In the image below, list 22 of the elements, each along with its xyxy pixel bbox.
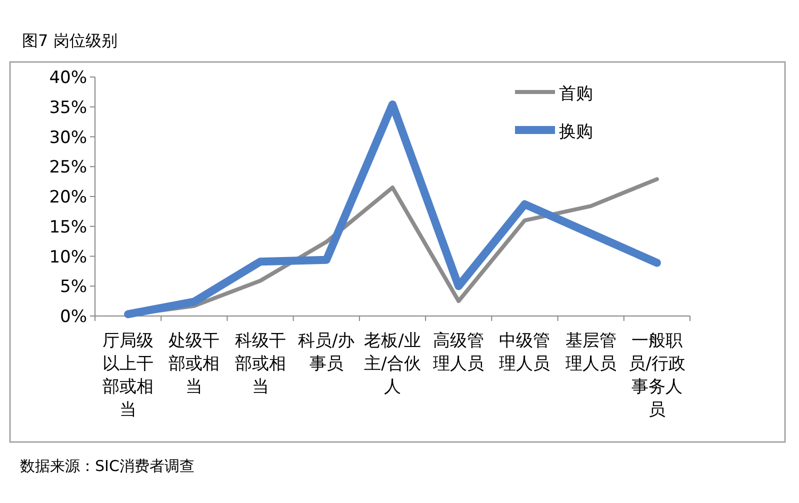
x-tick-label: 科员/办事员 <box>298 331 355 374</box>
y-tick-label: 30% <box>49 128 87 148</box>
x-tick-label: 一般职员/行政事务人员 <box>628 331 686 420</box>
legend-label: 换购 <box>559 122 593 142</box>
x-tick-label: 处级干部或相当 <box>168 331 220 397</box>
y-tick-label: 20% <box>49 188 87 208</box>
y-tick-label: 0% <box>60 307 87 327</box>
title: 图7 岗位级别 <box>22 31 118 50</box>
y-tick-label: 5% <box>60 277 87 298</box>
x-tick-label: 科级干部或相当 <box>234 331 286 397</box>
x-tick-label: 高级管理人员 <box>433 331 484 374</box>
source-note: 数据来源：SIC消费者调查 <box>20 457 194 475</box>
x-tick-label: 基层管理人员 <box>565 331 616 374</box>
legend-label: 首购 <box>559 84 593 104</box>
y-tick-label: 35% <box>49 98 87 118</box>
y-tick-label: 40% <box>49 68 87 88</box>
y-tick-label: 10% <box>49 247 87 268</box>
y-tick-label: 15% <box>49 217 87 238</box>
x-tick-label: 厅局级以上干部或相当 <box>102 331 154 420</box>
y-tick-label: 25% <box>49 158 87 178</box>
x-tick-label: 中级管理人员 <box>499 331 550 374</box>
x-tick-label: 老板/业主/合伙人 <box>364 331 421 397</box>
